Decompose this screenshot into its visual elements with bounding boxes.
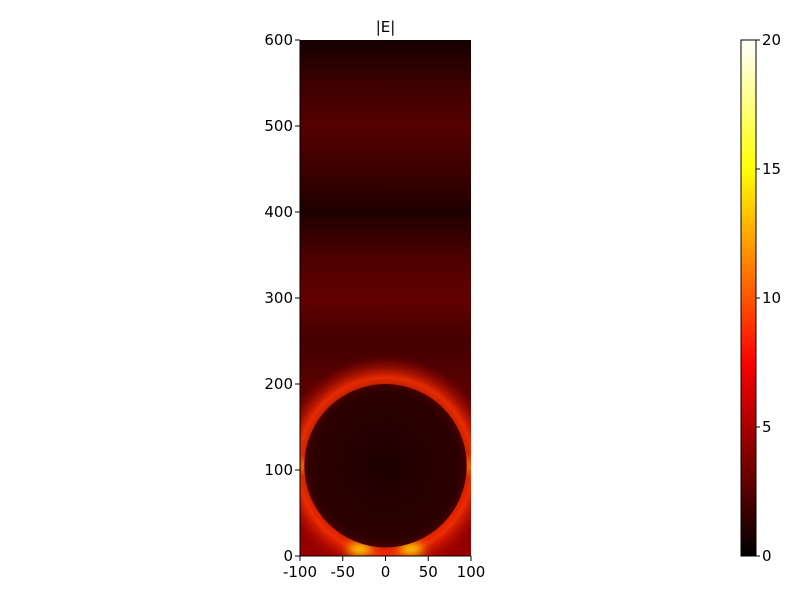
x-tick-label: -100 — [283, 563, 317, 581]
x-tick-label: 100 — [457, 563, 486, 581]
y-tick-label: 600 — [264, 31, 293, 49]
hotspot-1 — [347, 544, 372, 555]
colorbar: 0 5 10 15 20 — [740, 31, 781, 565]
axes: -100 -50 0 50 100 0 100 200 300 400 500 600 — [264, 31, 485, 581]
heatmap-field — [300, 40, 471, 556]
y-tick-label: 100 — [264, 461, 293, 479]
colorbar-gradient — [740, 39, 757, 557]
colorbar-tick-label: 20 — [762, 31, 781, 49]
colorbar-tick-label: 10 — [762, 289, 781, 307]
chart-title: |E| — [376, 18, 396, 36]
sphere-region — [304, 384, 467, 548]
heatmap-plot — [300, 40, 471, 556]
y-tick-label: 300 — [264, 289, 293, 307]
colorbar-tick-label: 5 — [762, 418, 772, 436]
y-tick-label: 400 — [264, 203, 293, 221]
y-tick-label: 500 — [264, 117, 293, 135]
x-tick-label: -50 — [331, 563, 356, 581]
hotspot-2 — [399, 544, 424, 555]
y-tick-label: 0 — [283, 547, 293, 565]
colorbar-tick-label: 0 — [762, 547, 772, 565]
colorbar-tick-label: 15 — [762, 160, 781, 178]
x-tick-label: 50 — [419, 563, 438, 581]
y-tick-label: 200 — [264, 375, 293, 393]
x-tick-label: 0 — [381, 563, 391, 581]
